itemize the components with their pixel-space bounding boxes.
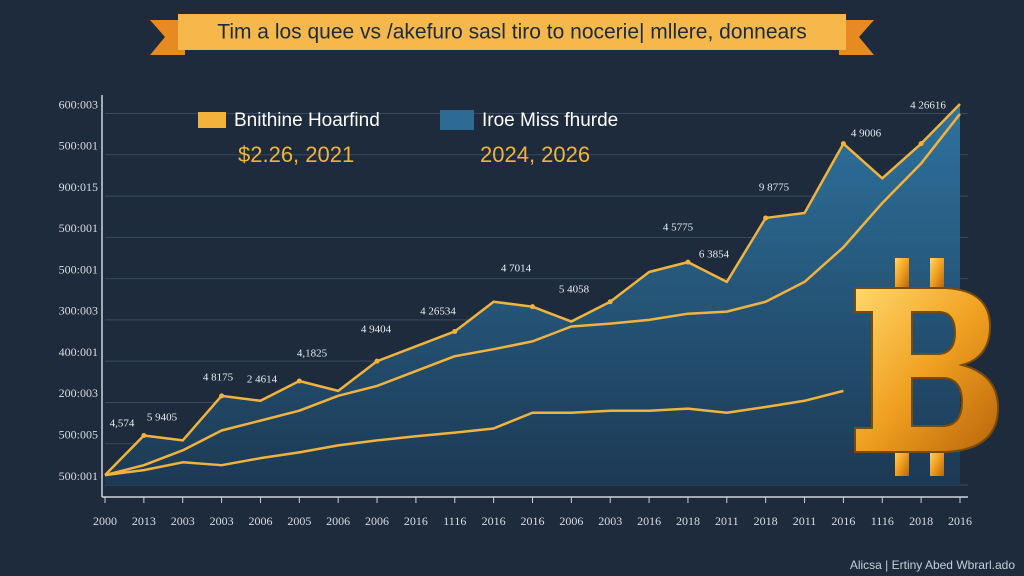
y-tick-label: 900:015 [59,180,98,194]
area [105,104,960,485]
legend-label: Bnithine Hoarfind [234,110,380,131]
y-tick-label: 500:001 [59,221,98,235]
x-tick-label: 2013 [132,514,156,528]
line [104,389,844,477]
footer: Alicsa | Ertiny Abed Wbrarl.ado [850,558,1016,572]
x-tick-label: 2018 [909,514,933,528]
point [219,393,225,399]
ribbon-end [150,20,185,55]
x-tick-label: 2018 [754,514,778,528]
x-tick-label: 2016 [831,514,855,528]
y-tick-label: 500:001 [59,469,98,483]
annotation: 4 8175 [203,372,234,384]
title-banner [178,14,846,50]
x-tick-label: 2006 [559,514,583,528]
point [763,215,769,221]
x-tick-label: 2006 [365,514,389,528]
x-tick-label: 2016 [637,514,661,528]
y-tick-label: 500:001 [59,139,98,153]
y-tick-label: 400:001 [59,345,98,359]
point [840,141,846,147]
point [918,141,924,147]
ribbon-end [839,20,874,55]
point [685,259,691,265]
x-tick-label: 2011 [715,514,739,528]
annotation: 5 4058 [559,284,590,296]
x-tick-label: 1116 [443,514,466,528]
point [141,432,147,438]
line [104,113,961,477]
annotation: 5 9405 [147,412,178,424]
annotation: 4 9006 [851,128,882,140]
legend-swatch [440,110,474,130]
chart-title: Tim a los quee vs /akefuro sasl tiro to … [217,21,806,44]
x-tick-label: 2000 [93,514,117,528]
point [452,328,458,334]
point [374,358,380,364]
x-tick-label: 2003 [171,514,195,528]
x-tick-label: 2006 [248,514,272,528]
annotation: 4 26616 [910,100,946,112]
x-tick-label: 2016 [404,514,428,528]
annotation: 4 26534 [420,306,456,318]
x-tick-label: 2016 [948,514,972,528]
x-tick-label: 2016 [482,514,506,528]
y-tick-label: 300:003 [59,304,98,318]
x-tick-label: 2003 [598,514,622,528]
annotation: 2 4614 [247,374,278,386]
x-tick-label: 2018 [676,514,700,528]
x-tick-label: 2005 [287,514,311,528]
x-tick-label: 2006 [326,514,350,528]
bitcoin-icon [854,258,1000,476]
point [607,299,613,305]
annotation: 4,574 [110,418,135,430]
annotation: 4,1825 [297,348,328,360]
legend-detail: $2.26, 2021 [238,142,354,167]
annotation: 4 5775 [663,222,694,234]
x-tick-label: 2016 [521,514,545,528]
annotation: 4 7014 [501,263,532,275]
legend-swatch [198,112,226,128]
legend-label: Iroe Miss fhurde [482,110,618,131]
y-tick-label: 200:003 [59,386,98,400]
x-tick-label: 2011 [793,514,817,528]
x-tick-label: 1116 [871,514,894,528]
point [530,304,535,310]
legend-detail: 2024, 2026 [480,142,590,167]
annotation: 6 3854 [699,249,730,261]
point [296,378,302,384]
y-tick-label: 500:001 [59,262,98,276]
y-tick-label: 500:005 [59,427,98,441]
annotation: 9 8775 [759,182,790,194]
annotation: 4 9404 [361,324,392,336]
y-tick-label: 600:003 [59,97,98,111]
x-tick-label: 2003 [210,514,234,528]
